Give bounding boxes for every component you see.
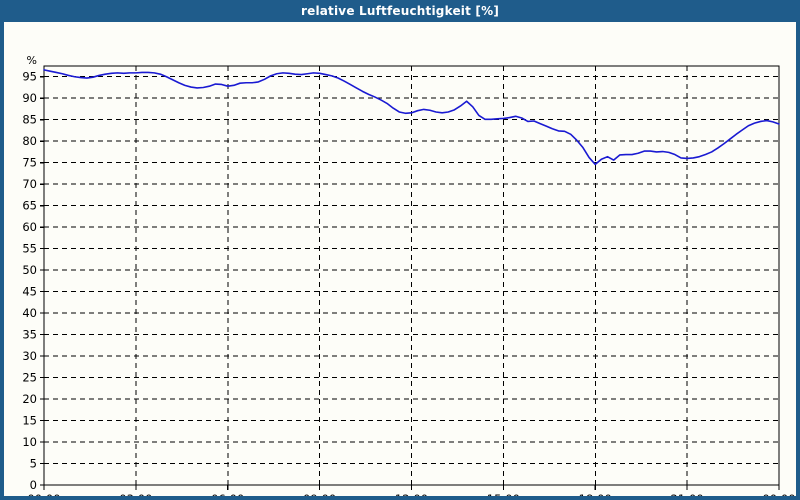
horizontal-gridlines (44, 76, 779, 465)
y-tick-label: 90 (22, 91, 37, 105)
y-tick-label: 15 (22, 414, 37, 428)
y-tick-label: 0 (30, 478, 37, 492)
y-tick-label: 35 (22, 328, 37, 342)
y-tick-label: 60 (22, 220, 37, 234)
x-tick-time-label: 06:00 (211, 492, 244, 496)
tick-marks (40, 76, 780, 490)
y-tick-label: 95 (22, 70, 37, 84)
y-tick-label: 45 (22, 285, 37, 299)
x-tick-time-label: 18:00 (579, 492, 612, 496)
y-tick-label: 30 (22, 349, 37, 363)
y-tick-label: 25 (22, 371, 37, 385)
y-tick-label: 50 (22, 263, 37, 277)
y-tick-label: 40 (22, 306, 37, 320)
y-tick-label: 80 (22, 134, 37, 148)
humidity-series-line (43, 69, 780, 166)
window-title: relative Luftfeuchtigkeit [%] (300, 4, 500, 18)
x-axis-labels: 00:0002.01.1803:0002.01.1806:0002.01.180… (27, 492, 795, 496)
y-axis-unit: % (27, 54, 37, 67)
x-tick-time-label: 12:00 (395, 492, 428, 496)
y-axis-unit-label: % (27, 54, 37, 67)
humidity-line-chart: 0 5 10 15 20 25 30 35 40 45 50 55 60 65 70 75 80 85 90 95 0… (22, 54, 795, 496)
x-tick-time-label: 03:00 (119, 492, 152, 496)
window-titlebar: relative Luftfeuchtigkeit [%] (4, 0, 796, 22)
y-tick-label: 85 (22, 113, 37, 127)
x-tick-time-label: 00:00 (27, 492, 60, 496)
y-tick-label: 65 (22, 199, 37, 213)
y-tick-label: 75 (22, 156, 37, 170)
chart-canvas: 0 5 10 15 20 25 30 35 40 45 50 55 60 65 70 75 80 85 90 95 0… (4, 22, 796, 496)
x-tick-time-label: 00:00 (762, 492, 795, 496)
x-tick-time-label: 15:00 (487, 492, 520, 496)
y-tick-label: 55 (22, 242, 37, 256)
vertical-gridlines (135, 66, 688, 485)
y-tick-label: 70 (22, 177, 37, 191)
x-tick-time-label: 09:00 (303, 492, 336, 496)
y-axis-labels: 0 5 10 15 20 25 30 35 40 45 50 55 60 65 70 75 80 85 90 95 (22, 70, 37, 492)
y-tick-label: 10 (22, 435, 37, 449)
x-tick-time-label: 21:00 (671, 492, 704, 496)
y-tick-label: 20 (22, 392, 37, 406)
y-tick-label: 5 (30, 457, 37, 471)
